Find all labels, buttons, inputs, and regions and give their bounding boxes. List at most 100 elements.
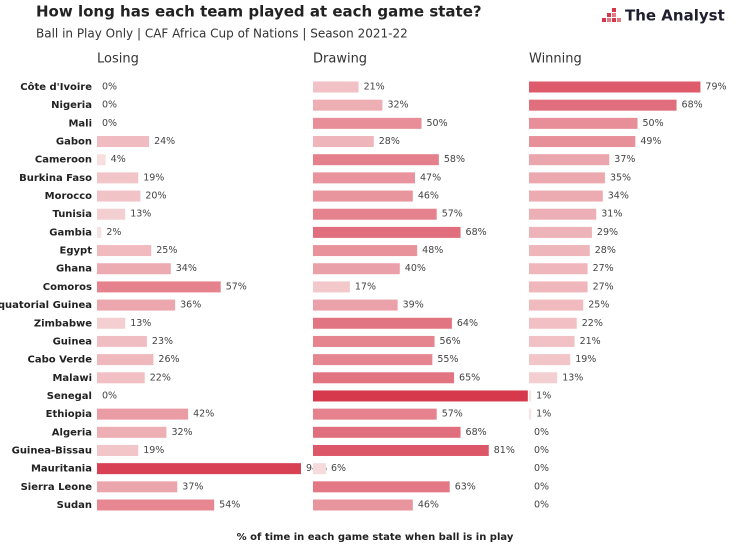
value-label: 81% [494,445,515,456]
bar [97,354,154,366]
category-label: Mauritania [31,464,92,475]
bar [97,136,150,148]
bar [529,190,603,202]
value-label: 0% [534,445,549,456]
chart-title: How long has each team played at each ga… [36,3,482,21]
category-label: Equatorial Guinea [0,300,92,311]
bar [529,154,610,166]
bar [313,172,415,184]
bar [97,208,126,220]
bar [97,499,215,511]
bar [313,499,413,511]
value-label: 2% [106,227,121,238]
bar [313,372,455,384]
value-label: 50% [643,118,664,129]
bar [529,245,590,257]
value-label: 63% [455,481,476,492]
bar [529,117,638,129]
category-label: Ghana [56,264,92,275]
bar [313,390,528,402]
value-label: 0% [534,427,549,438]
bar [313,444,489,456]
category-label: Comoros [43,282,92,293]
category-label: Burkina Faso [19,173,92,184]
bar [97,226,102,238]
panel-header: Winning [529,52,582,67]
bar [529,226,592,238]
value-label: 68% [466,427,487,438]
value-label: 24% [154,136,175,147]
bar [313,154,439,166]
value-label: 28% [595,245,616,256]
value-label: 32% [387,100,408,111]
bar [529,136,636,148]
value-label: 26% [158,354,179,365]
category-label: Zimbabwe [34,318,92,329]
value-label: 0% [102,118,117,129]
value-label: 35% [610,172,631,183]
bar [313,281,350,293]
bar [313,408,437,420]
category-label: Morocco [45,191,92,202]
value-label: 0% [534,500,549,511]
bar [313,99,383,111]
value-label: 27% [593,263,614,274]
bar [97,444,139,456]
bar [313,317,452,329]
bar [529,390,532,402]
bar [97,299,176,311]
value-label: 13% [130,209,151,220]
bar [97,190,141,202]
bar [313,136,374,148]
bar [529,299,584,311]
category-label: Nigeria [51,100,92,111]
bar [313,226,461,238]
value-label: 64% [457,318,478,329]
value-label: 31% [601,209,622,220]
value-label: 27% [593,281,614,292]
value-label: 68% [682,100,703,111]
value-label: 19% [575,354,596,365]
value-label: 0% [102,390,117,401]
bar [529,354,571,366]
value-label: 20% [145,191,166,202]
category-label: Sudan [57,500,92,511]
value-label: 25% [156,245,177,256]
value-label: 37% [182,481,203,492]
bar [97,463,301,475]
bar [97,372,145,384]
value-label: 34% [608,191,629,202]
category-label: Sierra Leone [21,482,93,493]
value-label: 47% [420,172,441,183]
value-label: 25% [588,300,609,311]
value-label: 50% [427,118,448,129]
bar [313,335,435,347]
value-label: 28% [379,136,400,147]
bar [97,281,221,293]
value-label: 1% [536,390,551,401]
bar [313,81,359,93]
bar [97,245,152,257]
bar [529,372,558,384]
value-label: 58% [444,154,465,165]
bar [313,263,400,275]
value-label: 19% [143,445,164,456]
value-label: 55% [437,354,458,365]
category-label: Algeria [52,427,92,438]
bar [529,208,597,220]
category-label: Guinea [53,336,92,347]
value-label: 57% [442,409,463,420]
panel-header: Losing [97,52,139,67]
value-label: 57% [442,209,463,220]
bar [313,426,461,438]
value-label: 39% [403,300,424,311]
bar [97,172,139,184]
value-label: 19% [143,172,164,183]
category-label: Cameroon [35,155,92,166]
category-label: Gambia [49,227,92,238]
category-label: Senegal [47,391,92,402]
value-label: 56% [440,336,461,347]
value-label: 23% [152,336,173,347]
value-label: 6% [331,463,346,474]
